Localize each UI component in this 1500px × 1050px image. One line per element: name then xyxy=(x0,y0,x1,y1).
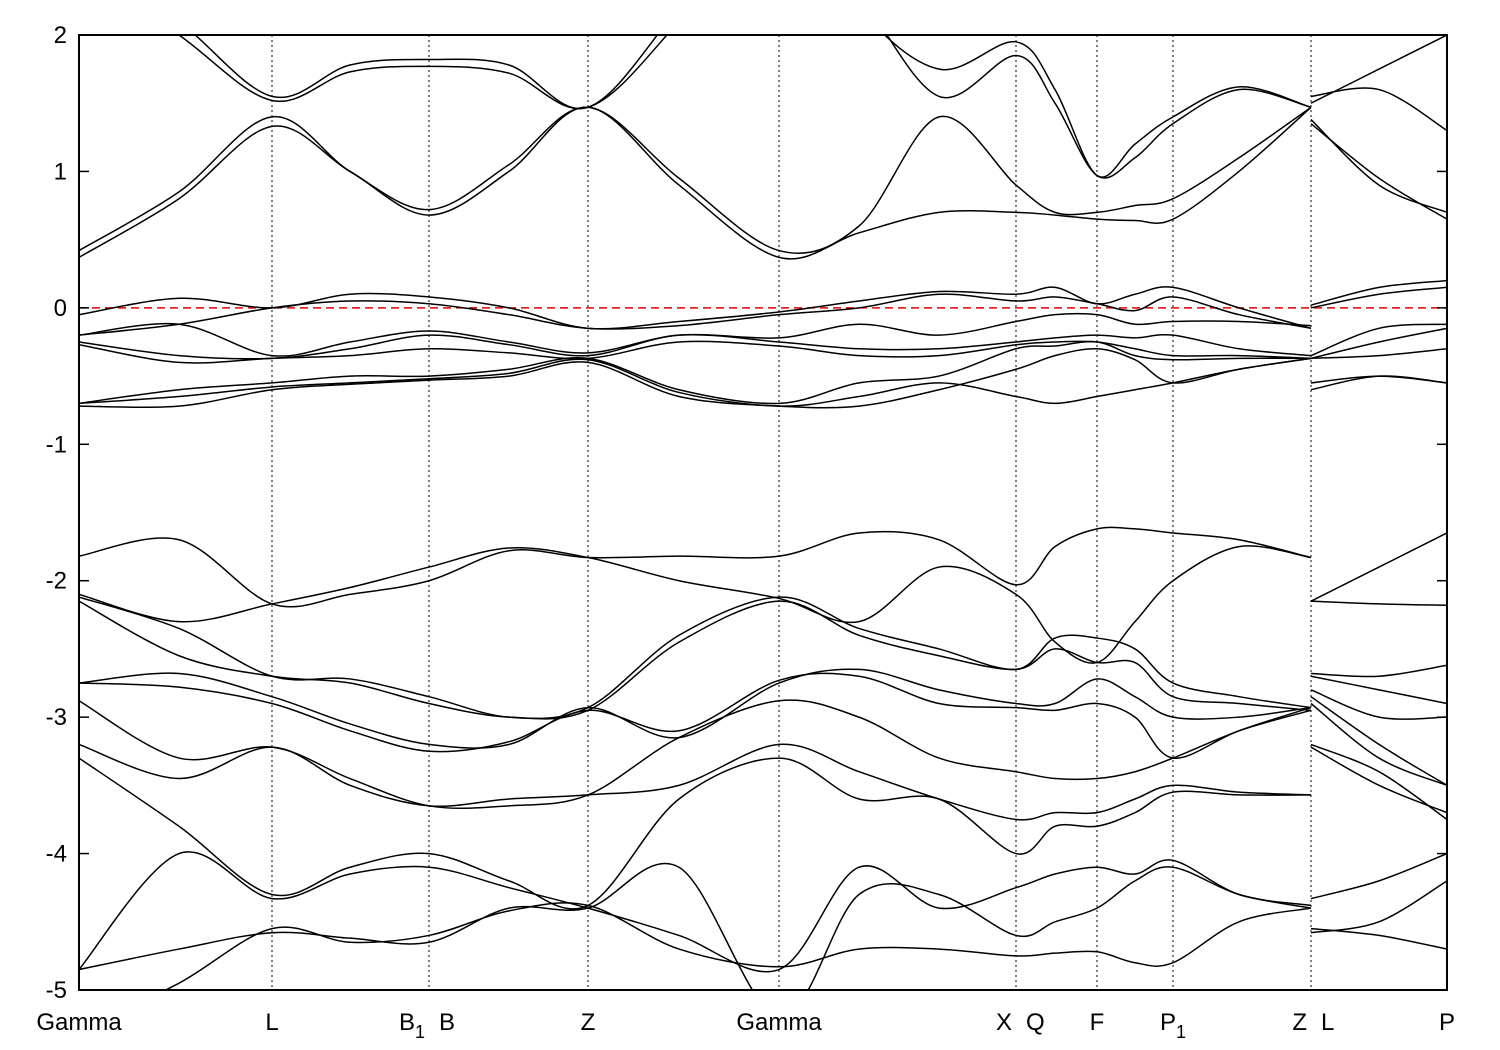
band-line-1-12 xyxy=(1310,532,1447,602)
band-line-0-14 xyxy=(79,596,1312,720)
band-line-1-16 xyxy=(1310,696,1447,786)
band-line-0-18 xyxy=(79,699,1312,810)
y-axis: 2 1 0 -1 -2 -3 -4 -5 xyxy=(46,22,1447,1004)
kpoint-label: P xyxy=(1439,1009,1455,1036)
kpoint-label: Z xyxy=(581,1009,596,1036)
kpoint-label: Gamma xyxy=(36,1009,122,1036)
band-line-0-0 xyxy=(79,106,1312,260)
band-line-0-20 xyxy=(79,757,1312,910)
x-tick-label: L xyxy=(265,1009,278,1036)
x-tick-label: Gamma xyxy=(36,1009,122,1036)
y-tick-label: -2 xyxy=(46,568,67,595)
band-line-1-20 xyxy=(1310,852,1447,900)
band-line-1-7 xyxy=(1310,327,1447,360)
band-line-1-19 xyxy=(1310,746,1447,814)
band-line-1-0 xyxy=(1310,123,1447,220)
band-line-0-13 xyxy=(79,545,1312,664)
band-line-1-5 xyxy=(1310,286,1447,309)
kpoint-label: X xyxy=(996,1009,1012,1036)
band-line-1-17 xyxy=(1310,702,1447,787)
band-line-1-10 xyxy=(1310,375,1447,391)
y-tick-label: -4 xyxy=(46,841,67,868)
band-line-0-15 xyxy=(79,600,1312,720)
kpoint-label: B xyxy=(399,1009,415,1036)
bands-group xyxy=(79,35,1447,990)
band-line-0-23 xyxy=(164,902,1312,990)
band-line-0-19 xyxy=(79,743,1312,821)
y-tick-label: 0 xyxy=(54,295,67,322)
band-line-1-14 xyxy=(1310,675,1447,705)
band-line-1-15 xyxy=(1310,689,1447,720)
kpoint-label: Gamma xyxy=(736,1009,822,1036)
x-tick-label: X xyxy=(996,1009,1012,1036)
band-line-0-6 xyxy=(79,312,1312,357)
y-tick-label: 2 xyxy=(54,22,67,49)
x-tick-label-2: Q xyxy=(1026,1009,1045,1036)
band-line-1-21 xyxy=(1310,880,1447,934)
band-line-0-7 xyxy=(79,333,1312,360)
band-line-0-22 xyxy=(79,862,1312,990)
x-tick-label: P xyxy=(1439,1009,1455,1036)
band-line-1-13 xyxy=(1310,664,1447,678)
band-line-1-2 xyxy=(1310,87,1447,132)
y-tick-label: -5 xyxy=(46,977,67,1004)
x-tick-label: Gamma xyxy=(736,1009,822,1036)
band-line-1-18 xyxy=(1310,743,1447,821)
band-line-0-4 xyxy=(79,286,1312,330)
kpoint-label: P xyxy=(1160,1009,1176,1036)
x-tick-label: B1 xyxy=(399,1009,425,1042)
band-line-0-17 xyxy=(79,672,1312,759)
band-line-0-8 xyxy=(79,340,1312,364)
kpoint-subscript: 1 xyxy=(415,1022,425,1042)
band-line-0-9 xyxy=(79,340,1312,405)
kpoint-label: F xyxy=(1090,1009,1105,1036)
band-line-0-12 xyxy=(79,526,1312,608)
kpoint-gridlines xyxy=(271,35,1312,990)
band-line-1-3 xyxy=(1310,35,1447,104)
band-line-1-4 xyxy=(1310,279,1447,306)
x-tick-label: P1 xyxy=(1160,1009,1186,1042)
band-line-1-6 xyxy=(1310,323,1447,357)
x-tick-label: F xyxy=(1090,1009,1105,1036)
x-tick-label-2: B xyxy=(439,1009,455,1036)
y-tick-label: -1 xyxy=(46,431,67,458)
band-line-1-8 xyxy=(1310,348,1447,360)
kpoint-label: L xyxy=(265,1009,278,1036)
kpoint-label: Z xyxy=(1292,1009,1307,1036)
band-line-0-16 xyxy=(79,668,1312,749)
plot-frame xyxy=(78,34,1448,991)
band-line-0-11 xyxy=(79,347,1312,409)
band-line-0-3 xyxy=(194,35,1312,178)
band-line-0-2 xyxy=(177,35,1312,179)
kpoint-subscript: 1 xyxy=(1176,1022,1186,1042)
y-tick-label: -3 xyxy=(46,704,67,731)
band-line-0-5 xyxy=(79,293,1312,336)
x-tick-label-2: L xyxy=(1321,1009,1334,1036)
x-axis: Gamma L B1 B Z Gamma X Q F P1 Z L P xyxy=(36,1009,1455,1042)
y-tick-label: 1 xyxy=(54,158,67,185)
band-line-1-11 xyxy=(1310,600,1447,607)
band-line-1-22 xyxy=(1310,927,1447,950)
x-tick-label: Z xyxy=(581,1009,596,1036)
band-line-0-21 xyxy=(79,851,1312,973)
band-line-1-1 xyxy=(1310,119,1447,214)
x-tick-label: Z xyxy=(1292,1009,1307,1036)
band-line-0-1 xyxy=(79,106,1312,254)
